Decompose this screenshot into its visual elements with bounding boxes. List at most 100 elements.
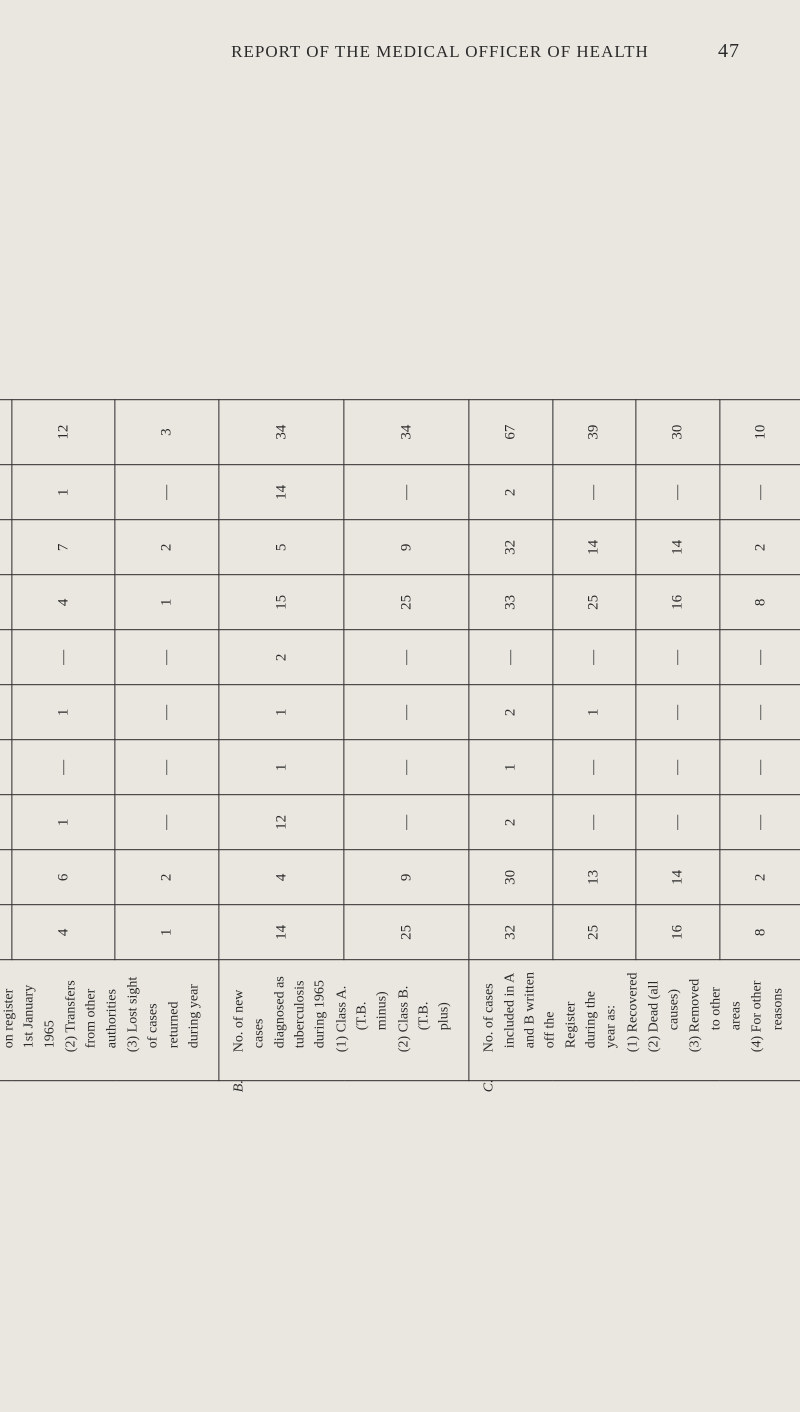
table-cell: 2: [115, 520, 219, 575]
table-cell: —: [344, 795, 469, 850]
table-cell: —: [469, 630, 552, 685]
table-cell: 2: [469, 795, 552, 850]
table-cell: —: [344, 740, 469, 795]
table-cell: 1: [219, 685, 344, 740]
diagnosis-row-label: (3) Lost sight of cases returned during …: [123, 970, 204, 1070]
section-letter: B.: [230, 1052, 250, 1070]
table-cell: —: [344, 465, 469, 520]
table-cell: 41: [0, 685, 12, 740]
table-cell: 465: [0, 520, 12, 575]
table-cell: 2: [115, 850, 219, 905]
table-cell: —: [636, 630, 719, 685]
table-cell: 6: [12, 850, 116, 905]
page-number: 47: [700, 40, 740, 63]
table-cell: —: [553, 795, 636, 850]
table-cell: —: [636, 685, 719, 740]
table-cell: 1: [115, 575, 219, 630]
diagnosis-row-label: (1) Recovered: [623, 970, 643, 1070]
table-cell: 16: [636, 575, 719, 630]
table-cell: —: [12, 740, 116, 795]
table-cell: —: [719, 740, 800, 795]
table-cell: 47: [0, 740, 12, 795]
section-lead: B.No. of new cases diagnosed as tubercul…: [230, 970, 331, 1070]
diagnosis-row-label: (2) Transfers from other authorities: [61, 970, 122, 1070]
page: REPORT OF THE MEDICAL OFFICER OF HEALTH …: [0, 0, 800, 1412]
table-cell: 6: [0, 630, 12, 685]
table-cell: 14: [219, 465, 344, 520]
table-cell: 34: [219, 399, 344, 465]
table-row: A.(1) No. of definite cases of tuberculo…: [0, 399, 12, 1080]
running-head: REPORT OF THE MEDICAL OFFICER OF HEALTH …: [60, 40, 750, 63]
table-cell: 7: [12, 520, 116, 575]
diagnosis-row-label: (4) For other reasons: [748, 970, 789, 1070]
table-cell: 25: [553, 575, 636, 630]
table-cell: —: [115, 630, 219, 685]
table-cell: 12: [12, 399, 116, 465]
table-cell: 39: [553, 399, 636, 465]
table-cell: 737: [0, 575, 12, 630]
diagnosis-row-label: (2) Dead (all causes): [644, 970, 685, 1070]
table-cell: 2: [719, 850, 800, 905]
table-cell: 1: [12, 685, 116, 740]
table-cell: 44: [0, 465, 12, 520]
table-cell: 1: [219, 740, 344, 795]
table-cell: 13: [553, 850, 636, 905]
table-body: A.(1) No. of definite cases of tuberculo…: [0, 399, 800, 1080]
table-cell: —: [115, 685, 219, 740]
diagnosis-row-label: A.(1) No. of definite cases of tuberculo…: [0, 970, 60, 1070]
table-cell: 1: [12, 465, 116, 520]
summary-table: Diagnosis Respiratory Non-Respiratory To…: [0, 399, 800, 1081]
table-cell: —: [115, 465, 219, 520]
table-row: B.No. of new cases diagnosed as tubercul…: [219, 399, 344, 1080]
table-cell: 8: [719, 905, 800, 960]
table-cell: —: [12, 630, 116, 685]
table-cell: 10: [719, 399, 800, 465]
table-cell: 14: [636, 520, 719, 575]
table-cell: 1: [115, 905, 219, 960]
table-cell: 8: [719, 575, 800, 630]
table-cell: —: [719, 685, 800, 740]
table-cell: 1: [469, 740, 552, 795]
table-cell: 4: [219, 850, 344, 905]
diagnosis-row-label: (1) Class A. (T.B. minus): [332, 970, 393, 1070]
table-cell: 3: [115, 399, 219, 465]
table-cell: —: [719, 465, 800, 520]
section-letter: C.: [480, 1052, 500, 1070]
table-cell: —: [719, 630, 800, 685]
table-cell: 32: [469, 520, 552, 575]
table-cell: 2: [469, 465, 552, 520]
table-cell: —: [636, 465, 719, 520]
table-cell: 1: [553, 685, 636, 740]
diagnosis-row-label: (3) Removed to other areas: [686, 970, 747, 1070]
table-cell: 30: [469, 850, 552, 905]
section-lead: C.No. of cases included in A and B writt…: [480, 970, 622, 1070]
table-cell: 2: [469, 685, 552, 740]
table-cell: 1: [12, 795, 116, 850]
table-cell: —: [553, 740, 636, 795]
table-cell: —: [553, 630, 636, 685]
table-cell: —: [115, 740, 219, 795]
table-cell: 14: [636, 850, 719, 905]
table-cell: 15: [219, 575, 344, 630]
table-cell: —: [344, 685, 469, 740]
running-title: REPORT OF THE MEDICAL OFFICER OF HEALTH: [180, 42, 700, 62]
table-cell: 12: [219, 795, 344, 850]
table-cell: 33: [469, 575, 552, 630]
table-cell: —: [636, 795, 719, 850]
table-cell: 25: [344, 575, 469, 630]
table-cell: 38: [0, 795, 12, 850]
rotated-table-block: SUMMARY OF CASES OF TUBERCULOSIS ON CLIN…: [0, 399, 800, 1081]
table-cell: 14: [219, 905, 344, 960]
diagnosis-cell: A.(1) No. of definite cases of tuberculo…: [0, 960, 219, 1081]
table-cell: 9: [344, 520, 469, 575]
table-cell: 16: [636, 905, 719, 960]
table-cell: 34: [344, 399, 469, 465]
table-cell: 32: [469, 905, 552, 960]
table-cell: 1,246: [0, 399, 12, 465]
table-row: C.No. of cases included in A and B writt…: [469, 399, 552, 1080]
diagnosis-cell: C.No. of cases included in A and B writt…: [469, 960, 800, 1081]
table-cell: 2: [719, 520, 800, 575]
table-cell: 14: [553, 520, 636, 575]
table-cell: —: [115, 795, 219, 850]
table-cell: —: [553, 465, 636, 520]
